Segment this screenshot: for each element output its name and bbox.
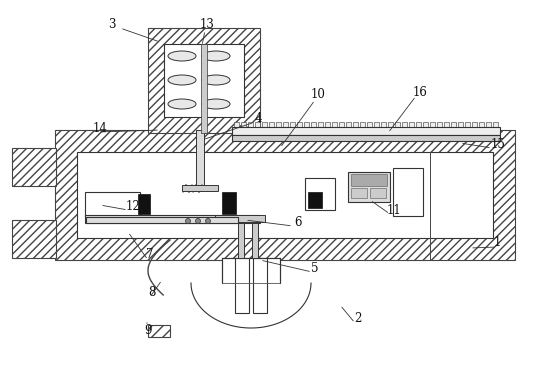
- Text: 5: 5: [311, 262, 319, 275]
- Bar: [395, 122, 400, 127]
- Bar: [332, 122, 337, 127]
- Bar: [409, 122, 414, 127]
- Bar: [262, 122, 267, 127]
- Bar: [437, 122, 442, 127]
- Bar: [416, 122, 421, 127]
- Bar: [148, 28, 260, 133]
- Text: 8: 8: [148, 287, 156, 299]
- Bar: [374, 122, 379, 127]
- Ellipse shape: [202, 75, 230, 85]
- Bar: [451, 122, 456, 127]
- Bar: [12, 220, 56, 258]
- Bar: [248, 122, 253, 127]
- Text: 3: 3: [108, 18, 116, 32]
- Bar: [304, 122, 309, 127]
- Polygon shape: [191, 283, 311, 328]
- Bar: [339, 122, 344, 127]
- Ellipse shape: [168, 99, 196, 109]
- Bar: [138, 194, 150, 214]
- Bar: [234, 122, 239, 127]
- Text: 2: 2: [355, 312, 362, 324]
- Bar: [12, 148, 56, 186]
- Bar: [311, 122, 316, 127]
- Ellipse shape: [168, 51, 196, 61]
- Bar: [486, 122, 491, 127]
- Circle shape: [195, 218, 200, 224]
- Text: 16: 16: [413, 86, 427, 98]
- Bar: [360, 122, 365, 127]
- Text: 10: 10: [311, 88, 325, 102]
- Bar: [351, 188, 367, 198]
- Bar: [148, 325, 170, 337]
- Bar: [238, 223, 244, 258]
- Bar: [493, 122, 498, 127]
- Bar: [351, 174, 387, 186]
- Bar: [253, 258, 267, 313]
- Circle shape: [206, 218, 210, 224]
- Bar: [196, 130, 204, 190]
- Bar: [222, 192, 236, 214]
- Bar: [346, 122, 351, 127]
- Circle shape: [185, 218, 191, 224]
- Text: 11: 11: [387, 203, 402, 217]
- Bar: [85, 192, 140, 217]
- Bar: [201, 44, 207, 133]
- Bar: [283, 122, 288, 127]
- Bar: [325, 122, 330, 127]
- Bar: [85, 215, 260, 223]
- Text: 15: 15: [491, 138, 506, 152]
- Bar: [353, 122, 358, 127]
- Ellipse shape: [168, 75, 196, 85]
- Bar: [232, 135, 500, 141]
- Bar: [77, 152, 493, 238]
- Bar: [235, 258, 249, 313]
- Bar: [232, 127, 500, 135]
- Bar: [370, 188, 386, 198]
- Bar: [393, 168, 423, 216]
- Bar: [472, 122, 477, 127]
- Bar: [479, 122, 484, 127]
- Text: 9: 9: [144, 323, 152, 337]
- Bar: [241, 122, 246, 127]
- Bar: [255, 122, 260, 127]
- Bar: [55, 130, 515, 260]
- Bar: [444, 122, 449, 127]
- Bar: [381, 122, 386, 127]
- Bar: [305, 178, 335, 210]
- Bar: [290, 122, 295, 127]
- Bar: [182, 185, 218, 191]
- Bar: [297, 122, 302, 127]
- Ellipse shape: [202, 51, 230, 61]
- Bar: [458, 122, 463, 127]
- Bar: [402, 122, 407, 127]
- Bar: [252, 223, 258, 258]
- Bar: [308, 192, 322, 208]
- Bar: [276, 122, 281, 127]
- Text: 6: 6: [294, 215, 302, 229]
- Bar: [164, 44, 244, 117]
- Bar: [367, 122, 372, 127]
- Text: 12: 12: [125, 200, 140, 212]
- Bar: [222, 258, 280, 283]
- Bar: [318, 122, 323, 127]
- Text: 4: 4: [254, 112, 262, 124]
- Bar: [465, 122, 470, 127]
- Bar: [269, 122, 274, 127]
- Text: 14: 14: [92, 121, 107, 134]
- Bar: [215, 215, 265, 222]
- Bar: [388, 122, 393, 127]
- Text: 7: 7: [146, 248, 154, 262]
- Text: 1: 1: [493, 236, 501, 248]
- Bar: [348, 172, 390, 202]
- Bar: [423, 122, 428, 127]
- Bar: [86, 217, 238, 223]
- Bar: [430, 122, 435, 127]
- Text: 13: 13: [200, 18, 215, 32]
- Ellipse shape: [202, 99, 230, 109]
